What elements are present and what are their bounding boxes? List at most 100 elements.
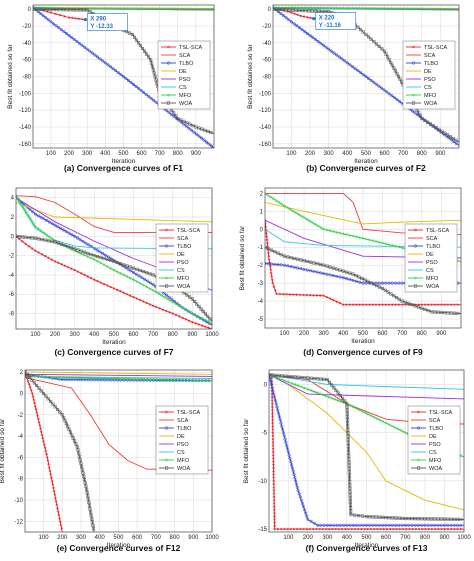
series-marker-tsl-sca: [58, 13, 62, 17]
series-marker-tlbo: [106, 63, 110, 67]
series-marker-mfo: [338, 231, 342, 235]
series-marker-tlbo: [62, 30, 66, 34]
series-marker-tlbo: [305, 514, 309, 518]
x-tick-label: 800: [420, 535, 431, 541]
series-marker-tlbo: [355, 523, 359, 527]
series-marker-mfo: [200, 378, 204, 383]
series-marker-mfo: [151, 288, 155, 293]
series-marker-woa: [387, 516, 391, 520]
legend-entry-sca: SCA: [177, 418, 189, 424]
series-marker-woa: [134, 38, 139, 42]
legend-box: [157, 40, 211, 110]
series-marker-tlbo: [272, 392, 276, 396]
series-marker-mfo: [33, 374, 37, 379]
series-marker-woa: [349, 506, 353, 510]
series-marker-woa: [203, 312, 208, 316]
x-tick-label: 400: [342, 535, 353, 541]
series-marker-woa: [346, 431, 350, 435]
series-marker-woa: [363, 278, 367, 282]
series-marker-tlbo: [327, 47, 331, 51]
series-marker-tsl-sca: [272, 460, 275, 463]
series-marker-tlbo: [54, 24, 58, 28]
series-marker-tsl-sca: [288, 293, 292, 296]
series-marker-mfo: [120, 376, 124, 381]
series-marker-tlbo: [109, 257, 113, 261]
series-marker-tlbo: [305, 31, 309, 36]
series-marker-tlbo: [273, 398, 277, 403]
series-marker-tsl-sca: [271, 428, 275, 431]
series-marker-woa: [20, 235, 25, 239]
x-tick-label: 800: [173, 151, 184, 157]
series-marker-mfo: [418, 7, 423, 11]
series-marker-tlbo: [281, 431, 285, 435]
x-tick-label: 1000: [205, 332, 219, 338]
series-marker-tlbo: [273, 395, 277, 399]
series-marker-mfo: [293, 382, 297, 387]
series-marker-tsl-sca: [40, 253, 44, 256]
series-marker-mfo: [354, 235, 359, 239]
series-marker-tsl-sca: [391, 303, 394, 306]
series-marker-mfo: [399, 428, 403, 433]
series-marker-woa: [82, 8, 86, 12]
series-marker-woa: [396, 74, 401, 79]
series-marker-tsl-sca: [433, 303, 437, 306]
series-marker-mfo: [270, 374, 274, 378]
series-marker-tsl-sca: [56, 510, 60, 513]
legend-entry-tlbo: TLBO: [177, 244, 192, 250]
series-marker-mfo: [115, 270, 119, 274]
series-marker-woa: [82, 474, 86, 478]
series-marker-mfo: [23, 208, 27, 212]
series-marker-tsl-sca: [449, 527, 453, 531]
series-marker-woa: [269, 248, 274, 252]
series-marker-tlbo: [322, 272, 326, 276]
y-tick-label: -4: [258, 299, 264, 305]
series-marker-mfo: [284, 5, 288, 10]
series-marker-mfo: [99, 6, 103, 11]
legend-entry-de: DE: [424, 69, 432, 75]
series-marker-tlbo: [41, 14, 45, 18]
series-marker-tsl-sca: [45, 456, 49, 459]
series-marker-woa: [41, 7, 45, 11]
series-marker-tsl-sca: [366, 527, 370, 531]
series-marker-tlbo: [277, 415, 281, 419]
series-marker-mfo: [168, 378, 172, 382]
series-marker-mfo: [108, 266, 113, 270]
x-tick-label: 100: [39, 535, 50, 541]
legend-entry-woa: WOA: [179, 101, 192, 107]
series-marker-woa: [383, 288, 387, 292]
series-marker-woa: [150, 64, 154, 68]
series-marker-mfo: [313, 6, 317, 10]
series-marker-woa: [185, 121, 189, 125]
series-marker-tsl-sca: [271, 431, 275, 434]
series-marker-tsl-sca: [328, 297, 332, 300]
series-marker-tlbo: [403, 523, 407, 527]
series-marker-tlbo: [103, 61, 107, 65]
series-marker-mfo: [160, 7, 165, 11]
x-tick-label: 400: [95, 535, 106, 541]
series-marker-tlbo: [394, 281, 398, 285]
series-marker-tlbo: [351, 278, 355, 282]
series-marker-tlbo: [119, 72, 123, 77]
series-marker-mfo: [125, 7, 129, 11]
series-marker-tsl-sca: [299, 14, 303, 18]
series-marker-mfo: [441, 7, 445, 11]
y-tick-label: -2: [258, 263, 264, 269]
x-tick-label: 1000: [457, 535, 471, 541]
legend-entry-mfo: MFO: [179, 93, 192, 99]
series-marker-tsl-sca: [400, 303, 404, 306]
series-marker-woa: [62, 416, 66, 420]
series-marker-woa: [403, 300, 407, 304]
series-marker-tsl-sca: [43, 254, 47, 258]
series-marker-tlbo: [316, 523, 320, 527]
series-marker-mfo: [82, 253, 87, 257]
series-marker-tlbo: [86, 378, 90, 382]
series-marker-woa: [76, 248, 80, 252]
series-marker-woa: [381, 515, 385, 519]
legend: TSL-SCA SCA TLBO DE PSO CS MFO WOA: [404, 223, 458, 293]
series-marker-tsl-sca: [145, 301, 148, 305]
series-marker-tsl-sca: [321, 527, 325, 531]
series-marker-woa: [53, 405, 57, 409]
series-marker-tlbo: [129, 80, 133, 85]
series-marker-tlbo: [85, 47, 89, 51]
series-marker-woa: [420, 517, 424, 521]
